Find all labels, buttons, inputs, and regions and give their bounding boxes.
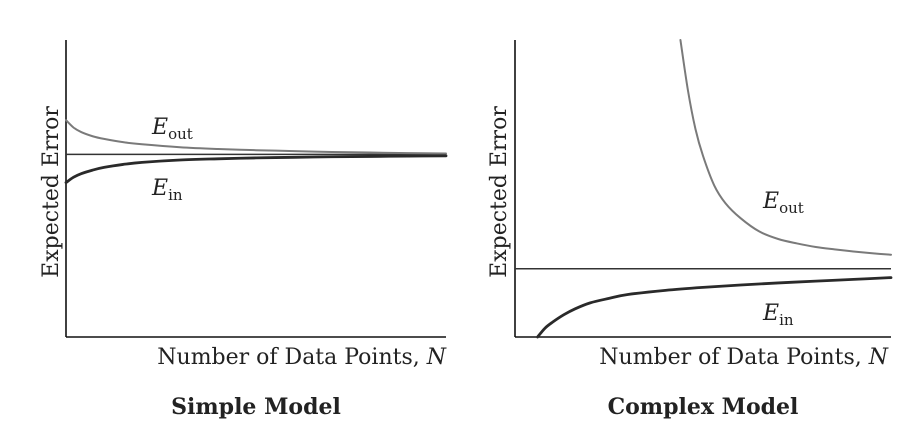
complex-model-panel: Expected Error Number of Data Points, N … xyxy=(487,39,893,420)
simple-ein-curve xyxy=(64,154,448,184)
complex-eout-curve xyxy=(679,39,892,256)
simple-eout-label: Eout xyxy=(151,115,193,143)
complex-model-title: Complex Model xyxy=(608,394,799,420)
complex-series-layer xyxy=(515,39,893,339)
simple-series-layer xyxy=(64,119,448,184)
simple-ein-label: Ein xyxy=(151,176,183,204)
complex-ein-label: Ein xyxy=(762,301,794,329)
simple-model-title: Simple Model xyxy=(171,394,341,420)
complex-y-axis-label: Expected Error xyxy=(487,106,512,278)
complex-ein-curve xyxy=(536,276,893,339)
simple-eout-curve xyxy=(65,119,447,155)
complex-x-axis-label: Number of Data Points, N xyxy=(599,345,888,370)
complex-eout-label: Eout xyxy=(762,189,804,217)
simple-model-panel: Expected Error Number of Data Points, N … xyxy=(39,40,448,420)
simple-y-axis-label: Expected Error xyxy=(39,106,64,278)
simple-x-axis-label: Number of Data Points, N xyxy=(157,345,446,370)
